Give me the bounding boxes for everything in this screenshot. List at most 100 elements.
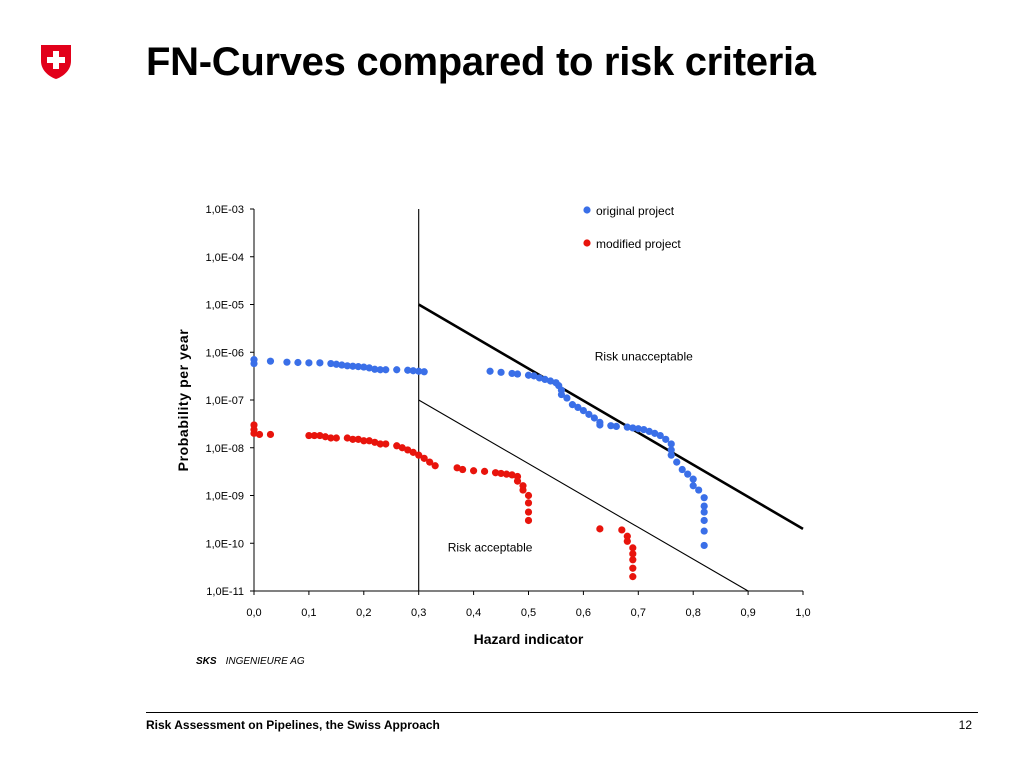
modified-project-point xyxy=(629,544,637,552)
original-project-point xyxy=(623,423,631,431)
modified-project-point xyxy=(480,467,489,475)
cross-horizontal xyxy=(47,57,65,63)
original-project-point xyxy=(513,370,522,378)
original-project-point xyxy=(393,366,401,374)
modified-project-point xyxy=(431,462,439,470)
original-project-point xyxy=(590,414,598,422)
original-project-point xyxy=(415,367,423,375)
original-project-point xyxy=(316,359,324,367)
original-project-point xyxy=(332,360,340,368)
footer-divider xyxy=(146,712,978,713)
x-tick-label: 0,4 xyxy=(466,607,481,619)
x-tick-label: 0,5 xyxy=(521,607,536,619)
footer-title: Risk Assessment on Pipelines, the Swiss … xyxy=(146,718,440,732)
original-project-point xyxy=(524,371,533,379)
y-tick-label: 1,0E-07 xyxy=(205,395,244,407)
original-project-point xyxy=(349,362,357,370)
original-project-point xyxy=(667,440,675,448)
original-project-point xyxy=(629,424,637,432)
original-project-point xyxy=(585,410,593,418)
original-project-point xyxy=(283,358,291,366)
modified-project-point xyxy=(508,471,516,479)
original-project-point xyxy=(530,372,538,380)
legend-label: original project xyxy=(596,204,675,218)
original-project-point xyxy=(360,363,368,371)
original-project-point xyxy=(700,527,708,535)
modified-project-point xyxy=(426,458,434,466)
x-tick-label: 0,7 xyxy=(631,607,646,619)
modified-project-point xyxy=(420,454,428,462)
original-project-point xyxy=(684,470,692,478)
slide-title: FN-Curves compared to risk criteria xyxy=(146,40,816,84)
original-project-point xyxy=(579,406,588,415)
modified-project-point xyxy=(316,431,324,440)
original-project-point xyxy=(640,425,648,434)
y-tick-label: 1,0E-08 xyxy=(205,443,244,455)
legend-marker xyxy=(583,239,591,247)
modified-project-point xyxy=(321,433,329,441)
y-axis-title: Probability per year xyxy=(175,329,191,472)
original-project-point xyxy=(382,366,390,374)
modified-project-point xyxy=(524,491,533,500)
modified-project-point xyxy=(415,451,423,459)
original-project-point xyxy=(700,508,708,516)
original-project-point xyxy=(700,541,708,550)
modified-project-point xyxy=(502,470,511,478)
original-project-point xyxy=(667,446,675,454)
original-project-point xyxy=(371,365,379,373)
modified-project-point xyxy=(629,556,637,564)
original-project-point xyxy=(596,421,604,429)
original-project-point xyxy=(354,363,362,371)
y-tick-label: 1,0E-11 xyxy=(206,586,244,598)
modified-project-point xyxy=(409,448,417,456)
x-tick-label: 0,0 xyxy=(246,607,261,619)
page-number: 12 xyxy=(958,718,972,732)
original-project-point xyxy=(700,516,708,525)
modified-project-point xyxy=(453,464,461,472)
original-project-point xyxy=(305,359,313,367)
original-project-point xyxy=(695,486,703,494)
original-project-point xyxy=(338,361,346,369)
modified-project-point xyxy=(398,444,406,452)
original-project-point xyxy=(678,465,686,474)
original-project-point xyxy=(568,401,577,409)
original-project-point xyxy=(409,367,417,375)
credit-suffix: INGENIEURE AG xyxy=(225,656,305,667)
x-tick-label: 0,2 xyxy=(356,607,371,619)
fn-curve-chart: 0,0 0,1 0,2 0,3 0,4 0,5 0,6 0,7 0,8 0,9 1,0 1,0E-03… xyxy=(175,204,811,647)
modified-project-point xyxy=(470,467,478,475)
credit-company: SKS xyxy=(196,656,217,667)
criteria-line xyxy=(418,399,749,592)
chart-credit: SKS INGENIEURE AG xyxy=(196,656,305,667)
original-project-point xyxy=(404,366,412,374)
y-tick-label: 1,0E-09 xyxy=(205,491,244,503)
modified-project-point xyxy=(365,437,373,445)
original-project-point xyxy=(294,358,302,367)
annotation-risk-acceptable: Risk acceptable xyxy=(448,540,533,554)
modified-project-point xyxy=(266,430,275,439)
swiss-cross-shield-icon xyxy=(41,45,71,79)
y-tick-label: 1,0E-04 xyxy=(205,252,244,264)
original-project-point xyxy=(689,482,697,490)
modified-project-point xyxy=(371,438,379,446)
original-project-point xyxy=(689,475,697,483)
modified-project-point xyxy=(332,434,340,442)
y-tick-label: 1,0E-06 xyxy=(205,347,244,359)
original-project-point xyxy=(662,435,670,443)
original-project-point xyxy=(557,390,566,399)
legend-marker xyxy=(583,206,591,214)
original-project-point xyxy=(327,359,335,368)
original-project-point xyxy=(700,502,708,510)
original-project-point xyxy=(541,375,549,384)
modified-project-point xyxy=(343,434,351,442)
original-project-point xyxy=(508,369,516,378)
x-tick-label: 1,0 xyxy=(795,607,810,619)
original-project-point xyxy=(546,377,555,385)
modified-project-point xyxy=(354,435,362,443)
original-project-point xyxy=(700,494,708,502)
modified-project-point xyxy=(393,442,401,450)
modified-project-point xyxy=(629,550,637,558)
modified-project-point xyxy=(305,431,313,440)
original-project-point xyxy=(607,422,615,430)
x-axis-title: Hazard indicator xyxy=(474,631,584,647)
